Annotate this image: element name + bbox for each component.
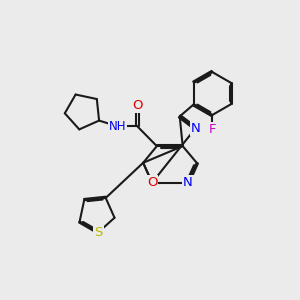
Text: S: S bbox=[94, 226, 103, 239]
Text: O: O bbox=[132, 99, 142, 112]
Text: NH: NH bbox=[109, 120, 126, 133]
Text: N: N bbox=[183, 176, 193, 189]
Text: F: F bbox=[209, 123, 216, 136]
Text: O: O bbox=[147, 176, 157, 189]
Text: N: N bbox=[190, 122, 200, 135]
